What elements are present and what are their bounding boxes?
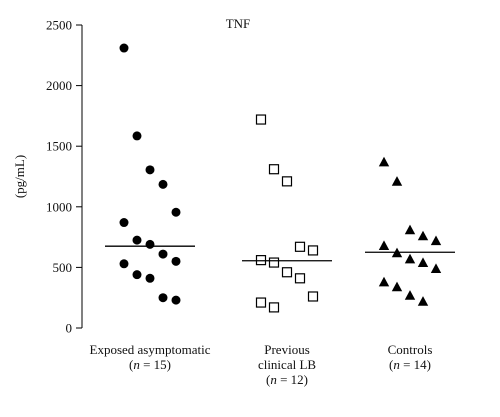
data-point: [268, 302, 280, 313]
data-point: [158, 179, 168, 189]
data-point: [404, 253, 416, 264]
data-point: [119, 259, 129, 269]
data-point: [378, 276, 390, 287]
data-point: [171, 295, 181, 305]
data-point: [404, 224, 416, 235]
data-point: [307, 245, 319, 256]
category-label: (n = 12): [266, 372, 308, 387]
category-label: Controls: [388, 342, 433, 357]
data-point: [404, 290, 416, 300]
chart-marks: [105, 43, 455, 313]
y-tick-label: 1000: [46, 199, 72, 214]
category-label: Exposed asymptomatic: [90, 342, 211, 357]
data-point: [171, 256, 181, 266]
data-point: [119, 43, 129, 53]
data-point: [430, 263, 442, 274]
data-point: [417, 296, 429, 306]
category-label: clinical LB: [258, 357, 316, 372]
data-point: [417, 257, 429, 267]
data-point: [158, 293, 168, 303]
data-point: [391, 176, 403, 186]
data-point: [391, 281, 403, 292]
data-point: [132, 131, 142, 141]
y-tick-label: 500: [53, 260, 73, 275]
data-point: [132, 235, 142, 245]
data-point: [119, 218, 129, 228]
data-point: [281, 267, 293, 278]
chart-labels: 0 500 1000 1500 2000 2500 (pg/mL) TNF Exposed as…: [12, 16, 432, 387]
category-label: Previous: [264, 342, 310, 357]
y-tick-label: 2500: [46, 18, 72, 33]
data-point: [430, 235, 442, 246]
category-label: (n = 14): [389, 357, 431, 372]
y-tick-label: 1500: [46, 139, 72, 154]
data-point: [378, 240, 390, 251]
chart-title: TNF: [226, 16, 251, 31]
data-point: [268, 164, 280, 175]
data-point: [132, 270, 142, 280]
data-point: [145, 239, 155, 249]
data-point: [268, 257, 280, 268]
y-tick-label: 2000: [46, 78, 72, 93]
y-tick-label: 0: [66, 321, 73, 336]
data-point: [294, 241, 306, 252]
data-point: [307, 291, 319, 302]
data-point: [255, 114, 267, 125]
data-point: [158, 249, 168, 259]
category-label: (n = 15): [129, 357, 171, 372]
data-point: [171, 207, 181, 217]
data-point: [145, 273, 155, 283]
axes: [76, 24, 83, 329]
data-point: [378, 156, 390, 167]
data-point: [417, 230, 429, 241]
data-point: [294, 273, 306, 284]
y-axis-title: (pg/mL): [12, 155, 27, 198]
data-point: [255, 297, 267, 308]
data-point: [145, 165, 155, 175]
data-point: [281, 176, 293, 187]
